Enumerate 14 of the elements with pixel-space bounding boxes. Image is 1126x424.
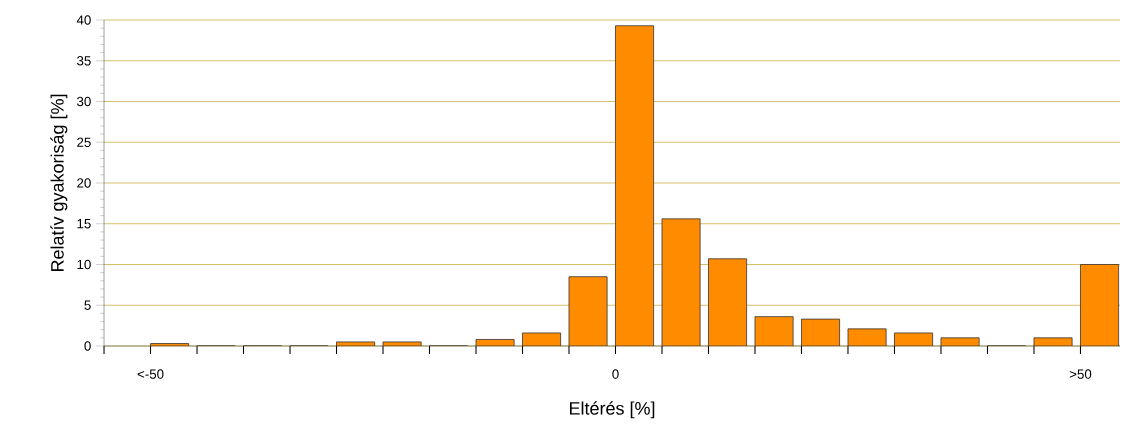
y-tick-label: 40: [76, 15, 91, 25]
y-tick-label: 10: [77, 259, 91, 270]
x-tick-label: >50: [1069, 369, 1092, 379]
y-tick-label: 30: [76, 96, 91, 107]
y-tick-label: 35: [76, 56, 91, 66]
y-tick-label: 20: [77, 178, 91, 188]
y-tick-label: 25: [77, 137, 91, 147]
x-axis-title: Eltérés [%]: [569, 401, 655, 419]
y-tick-label: 15: [77, 219, 91, 229]
y-tick-label: 0: [84, 341, 91, 351]
x-tick-label: <-50: [137, 369, 164, 379]
y-tick-label: 5: [84, 300, 91, 310]
y-axis-title: Relatív gyakoriság [%]: [50, 94, 68, 272]
x-tick-label: 0: [612, 369, 619, 379]
